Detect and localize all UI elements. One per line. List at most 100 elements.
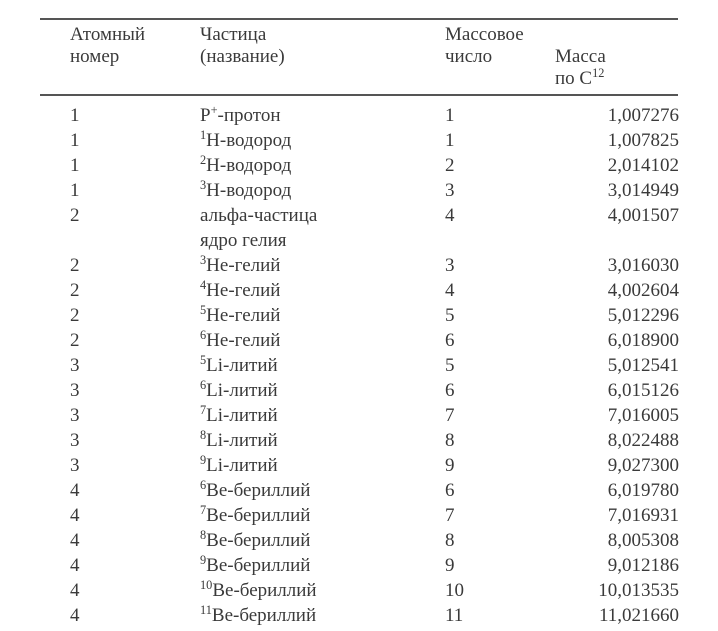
cell-particle: 5Li-литий [200,356,445,375]
cell-mass-number: 8 [445,431,555,450]
header-mass-number: Массовое число [445,24,555,68]
particle-symbol: P [200,105,211,126]
header-rule [40,94,678,96]
cell-atomic-number: 1 [70,131,200,150]
cell-mass-number: 6 [445,331,555,350]
cell-mass-number: 5 [445,356,555,375]
cell-atomic-number: 4 [70,556,200,575]
header-mass-c12: Масса по C12 [555,24,685,90]
mass-number-superscript: 10 [200,578,212,592]
mass-number-superscript: 2 [200,153,206,167]
cell-particle: P+-протон [200,106,445,125]
cell-atomic-number: 3 [70,456,200,475]
cell-particle: альфа-частица [200,206,445,225]
header-atomic-number: Атомный номер [70,24,200,68]
cell-particle: 9Be-бериллий [200,556,445,575]
mass-number-superscript: 7 [200,403,206,417]
cell-mass-number: 10 [445,581,555,600]
cell-particle: 9Li-литий [200,456,445,475]
table-row: 11Н-водород11,007825 [40,131,678,156]
cell-particle: 7Be-бериллий [200,506,445,525]
cell-particle: 6Be-бериллий [200,481,445,500]
cell-particle: 8Be-бериллий [200,531,445,550]
charge-superscript: + [211,103,218,117]
cell-mass-value: 8,022488 [555,431,685,450]
particle-name: Be-бериллий [206,505,310,526]
table-row: 47Be-бериллий77,016931 [40,506,678,531]
cell-particle: 7Li-литий [200,406,445,425]
cell-particle: 5He-гелий [200,306,445,325]
mass-number-superscript: 6 [200,378,206,392]
cell-particle: 11Be-бериллий [200,606,445,625]
mass-number-superscript: 6 [200,478,206,492]
cell-mass-number: 2 [445,156,555,175]
header-mass-sup: 12 [592,66,604,80]
cell-mass-value: 1,007276 [555,106,685,125]
particle-name: Be-бериллий [212,580,316,601]
particle-sub-note: ядро гелия [200,231,445,250]
cell-particle: 3Н-водород [200,181,445,200]
cell-atomic-number: 2 [70,206,200,225]
particle-name: Li-литий [206,405,278,426]
cell-atomic-number: 2 [70,256,200,275]
cell-atomic-number: 3 [70,406,200,425]
cell-mass-value: 5,012296 [555,306,685,325]
table-row: 26He-гелий66,018900 [40,331,678,356]
cell-mass-number: 4 [445,281,555,300]
isotope-table-page: Атомный номер Частица (название) Массово… [0,0,718,621]
cell-particle: 2Н-водород [200,156,445,175]
table-row: ядро гелия [40,231,678,256]
mass-number-superscript: 8 [200,528,206,542]
cell-mass-value: 4,002604 [555,281,685,300]
cell-atomic-number: 2 [70,306,200,325]
table-row: 2альфа-частица44,001507 [40,206,678,231]
cell-atomic-number: 4 [70,506,200,525]
mass-number-superscript: 9 [200,553,206,567]
cell-mass-value: 7,016005 [555,406,685,425]
particle-name: альфа-частица [200,205,317,226]
cell-mass-value: 3,014949 [555,181,685,200]
particle-name: Н-водород [206,180,291,201]
table-row: 411Be-бериллий1111,021660 [40,606,678,631]
cell-atomic-number: 1 [70,156,200,175]
table-row: 49Be-бериллий99,012186 [40,556,678,581]
mass-number-superscript: 5 [200,303,206,317]
table-row: 36Li-литий66,015126 [40,381,678,406]
mass-number-superscript: 11 [200,603,212,617]
cell-atomic-number: 1 [70,181,200,200]
particle-name: Li-литий [206,455,278,476]
cell-mass-number: 3 [445,256,555,275]
mass-number-superscript: 4 [200,278,206,292]
cell-particle: 6Li-литий [200,381,445,400]
cell-atomic-number: 2 [70,281,200,300]
mass-number-superscript: 3 [200,178,206,192]
cell-particle: 4He-гелий [200,281,445,300]
table-body: 1P+-протон11,00727611Н-водород11,0078251… [40,100,678,631]
particle-name: He-гелий [206,305,280,326]
cell-mass-value: 6,019780 [555,481,685,500]
cell-mass-number: 9 [445,456,555,475]
table-row: 39Li-литий99,027300 [40,456,678,481]
cell-mass-number: 6 [445,481,555,500]
cell-mass-value: 3,016030 [555,256,685,275]
cell-mass-number: 11 [445,606,555,625]
particle-name: Н-водород [206,130,291,151]
cell-particle: 1Н-водород [200,131,445,150]
table-row: 35Li-литий55,012541 [40,356,678,381]
particle-name: Li-литий [206,430,278,451]
cell-mass-number: 3 [445,181,555,200]
cell-mass-value: 8,005308 [555,531,685,550]
cell-particle: 6He-гелий [200,331,445,350]
table-row: 38Li-литий88,022488 [40,431,678,456]
table-row: 37Li-литий77,016005 [40,406,678,431]
particle-name: Be-бериллий [212,605,316,626]
cell-atomic-number: 2 [70,331,200,350]
cell-atomic-number: 4 [70,606,200,625]
header-particle: Частица (название) [200,24,445,68]
cell-mass-value: 4,001507 [555,206,685,225]
mass-number-superscript: 8 [200,428,206,442]
cell-mass-number: 4 [445,206,555,225]
cell-mass-value: 7,016931 [555,506,685,525]
particle-name: Be-бериллий [206,530,310,551]
mass-number-superscript: 1 [200,128,206,142]
